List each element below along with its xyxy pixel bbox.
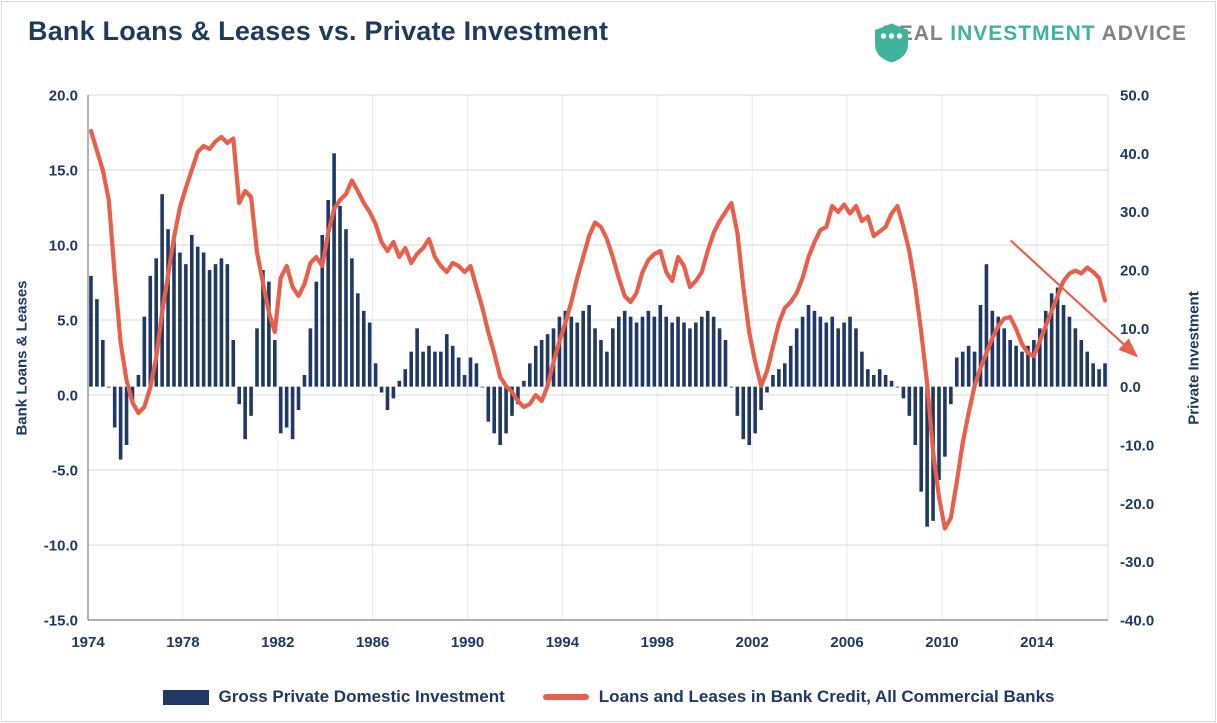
svg-text:-10.0: -10.0 <box>44 538 78 555</box>
svg-text:2014: 2014 <box>1020 634 1054 651</box>
brand-word-advice: ADVICE <box>1101 22 1187 45</box>
legend-label-line: Loans and Leases in Bank Credit, All Com… <box>598 687 1055 706</box>
svg-text:1994: 1994 <box>546 634 580 651</box>
svg-text:-10.0: -10.0 <box>1120 438 1154 455</box>
legend: Gross Private Domestic Investment Loans … <box>0 687 1217 707</box>
svg-text:0.0: 0.0 <box>1120 379 1141 396</box>
brand-text: REAL INVESTMENT ADVICE <box>883 22 1187 46</box>
legend-swatch-bars <box>162 689 209 705</box>
left-axis-title: Bank Loans & Leases <box>13 280 31 436</box>
svg-text:5.0: 5.0 <box>57 313 78 330</box>
svg-text:1990: 1990 <box>451 634 484 651</box>
svg-text:-30.0: -30.0 <box>1120 554 1154 571</box>
svg-text:1978: 1978 <box>166 634 199 651</box>
svg-text:0.0: 0.0 <box>57 388 78 405</box>
svg-text:1982: 1982 <box>261 634 294 651</box>
svg-text:2002: 2002 <box>735 634 768 651</box>
svg-text:15.0: 15.0 <box>49 163 78 180</box>
svg-text:2010: 2010 <box>925 634 958 651</box>
svg-text:20.0: 20.0 <box>1120 263 1149 280</box>
svg-text:50.0: 50.0 <box>1120 88 1149 105</box>
svg-text:-40.0: -40.0 <box>1120 613 1154 630</box>
legend-swatch-line <box>542 694 589 700</box>
svg-text:-20.0: -20.0 <box>1120 496 1154 513</box>
legend-item-bars: Gross Private Domestic Investment <box>162 687 505 707</box>
svg-text:-5.0: -5.0 <box>52 463 78 480</box>
svg-text:1974: 1974 <box>71 634 105 651</box>
svg-text:1986: 1986 <box>356 634 389 651</box>
svg-text:20.0: 20.0 <box>49 88 78 105</box>
brand-word-investment: INVESTMENT <box>950 22 1096 45</box>
svg-text:10.0: 10.0 <box>49 238 78 255</box>
brand-logo: REAL INVESTMENT ADVICE <box>873 22 1187 63</box>
svg-text:30.0: 30.0 <box>1120 204 1149 221</box>
legend-label-bars: Gross Private Domestic Investment <box>218 687 505 706</box>
svg-text:2006: 2006 <box>830 634 863 651</box>
page-title: Bank Loans & Leases vs. Private Investme… <box>28 16 609 46</box>
svg-text:10.0: 10.0 <box>1120 321 1149 338</box>
svg-text:40.0: 40.0 <box>1120 146 1149 163</box>
legend-item-line: Loans and Leases in Bank Credit, All Com… <box>542 687 1055 707</box>
right-axis-title: Private Investment <box>1185 291 1203 425</box>
svg-text:1998: 1998 <box>641 634 674 651</box>
svg-text:-15.0: -15.0 <box>44 613 78 630</box>
